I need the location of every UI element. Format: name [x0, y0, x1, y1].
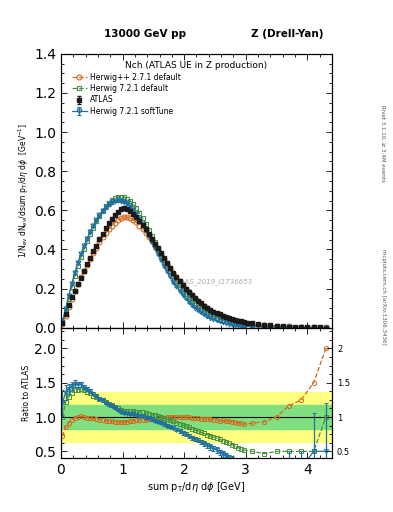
Herwig 7.2.1 default	[146, 226, 151, 232]
Line: Herwig++ 2.7.1 default: Herwig++ 2.7.1 default	[60, 215, 329, 330]
Text: mcplots.cern.ch [arXiv:1306.3436]: mcplots.cern.ch [arXiv:1306.3436]	[381, 249, 386, 345]
Herwig 7.2.1 default	[262, 323, 266, 329]
Text: Z (Drell-Yan): Z (Drell-Yan)	[252, 29, 324, 39]
Text: Nch (ATLAS UE in Z production): Nch (ATLAS UE in Z production)	[125, 60, 268, 70]
X-axis label: sum p$_\mathregular{T}$/d$\eta$ d$\phi$ [GeV]: sum p$_\mathregular{T}$/d$\eta$ d$\phi$ …	[147, 480, 246, 494]
Line: Herwig 7.2.1 default: Herwig 7.2.1 default	[60, 194, 329, 330]
Herwig 7.2.1 default	[156, 245, 160, 251]
Herwig++ 2.7.1 default	[85, 262, 90, 268]
Herwig++ 2.7.1 default	[323, 324, 328, 330]
Herwig++ 2.7.1 default	[60, 321, 65, 327]
Herwig++ 2.7.1 default	[122, 214, 127, 220]
Herwig 7.2.1 default	[311, 325, 316, 331]
Text: ATLAS_2019_I1736653: ATLAS_2019_I1736653	[173, 278, 253, 285]
Herwig++ 2.7.1 default	[274, 323, 279, 329]
Herwig 7.2.1 default	[85, 238, 90, 244]
Herwig++ 2.7.1 default	[91, 250, 95, 256]
Herwig++ 2.7.1 default	[156, 247, 160, 253]
Herwig 7.2.1 default	[60, 320, 65, 326]
Herwig++ 2.7.1 default	[217, 312, 222, 318]
Herwig 7.2.1 default	[217, 316, 222, 322]
Text: Rivet 3.1.10, ≥ 3.4M events: Rivet 3.1.10, ≥ 3.4M events	[381, 105, 386, 182]
Y-axis label: Ratio to ATLAS: Ratio to ATLAS	[22, 365, 31, 421]
Herwig 7.2.1 default	[119, 194, 123, 200]
Text: 13000 GeV pp: 13000 GeV pp	[104, 29, 186, 39]
Herwig 7.2.1 default	[75, 263, 80, 269]
Herwig++ 2.7.1 default	[146, 233, 151, 240]
Legend: Herwig++ 2.7.1 default, Herwig 7.2.1 default, ATLAS, Herwig 7.2.1 softTune: Herwig++ 2.7.1 default, Herwig 7.2.1 def…	[70, 71, 182, 117]
Y-axis label: 1/N$_\mathregular{ev}$ dN$_\mathregular{ev}$/dsum p$_\mathregular{T}$/d$\eta$ d$: 1/N$_\mathregular{ev}$ dN$_\mathregular{…	[17, 123, 31, 258]
Herwig 7.2.1 default	[323, 325, 328, 331]
